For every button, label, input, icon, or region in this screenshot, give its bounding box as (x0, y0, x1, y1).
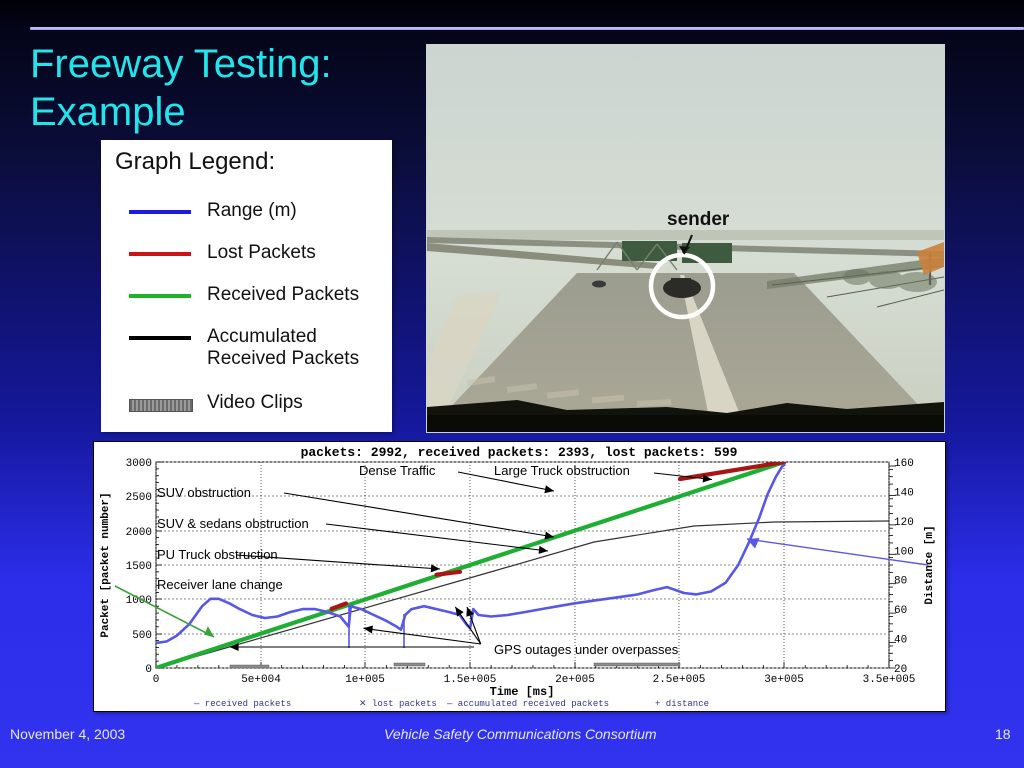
svg-text:2500: 2500 (126, 492, 152, 504)
svg-text:500: 500 (132, 630, 152, 642)
svg-text:0: 0 (145, 664, 152, 676)
svg-text:Time [ms]: Time [ms] (490, 685, 555, 699)
svg-text:3.5e+005: 3.5e+005 (863, 674, 916, 686)
svg-text:120: 120 (894, 517, 914, 529)
svg-text:SUV & sedans obstruction: SUV & sedans obstruction (157, 516, 309, 531)
svg-text:1.5e+005: 1.5e+005 (444, 674, 497, 686)
svg-text:80: 80 (894, 576, 907, 588)
svg-text:2e+005: 2e+005 (555, 674, 595, 686)
svg-text:5e+004: 5e+004 (241, 674, 281, 686)
svg-text:+ distance: + distance (655, 699, 709, 709)
svg-text:Receiver lane change: Receiver lane change (157, 577, 283, 592)
svg-text:sender: sender (667, 209, 730, 230)
svg-text:Large Truck obstruction: Large Truck obstruction (494, 463, 630, 478)
svg-text:160: 160 (894, 458, 914, 470)
svg-text:2000: 2000 (126, 527, 152, 539)
svg-text:― received packets: ― received packets (193, 699, 291, 709)
svg-text:1e+005: 1e+005 (345, 674, 385, 686)
svg-text:1000: 1000 (126, 595, 152, 607)
svg-text:✕ lost packets: ✕ lost packets (359, 699, 437, 709)
svg-text:1500: 1500 (126, 561, 152, 573)
svg-text:3e+005: 3e+005 (764, 674, 804, 686)
svg-text:40: 40 (894, 635, 907, 647)
svg-text:140: 140 (894, 487, 914, 499)
svg-text:3000: 3000 (126, 458, 152, 470)
svg-text:0: 0 (153, 674, 160, 686)
svg-text:Dense Traffic: Dense Traffic (359, 463, 436, 478)
svg-text:packets: 2992, received packet: packets: 2992, received packets: 2393, l… (301, 445, 738, 460)
svg-text:SUV obstruction: SUV obstruction (157, 485, 251, 500)
svg-text:PU Truck obstruction: PU Truck obstruction (157, 547, 278, 562)
svg-text:60: 60 (894, 605, 907, 617)
svg-text:Packet [packet number]: Packet [packet number] (100, 492, 112, 637)
svg-text:GPS outages under overpasses: GPS outages under overpasses (494, 642, 679, 657)
svg-text:― accumulated received packets: ― accumulated received packets (446, 699, 609, 709)
svg-text:100: 100 (894, 546, 914, 558)
svg-text:2.5e+005: 2.5e+005 (653, 674, 706, 686)
